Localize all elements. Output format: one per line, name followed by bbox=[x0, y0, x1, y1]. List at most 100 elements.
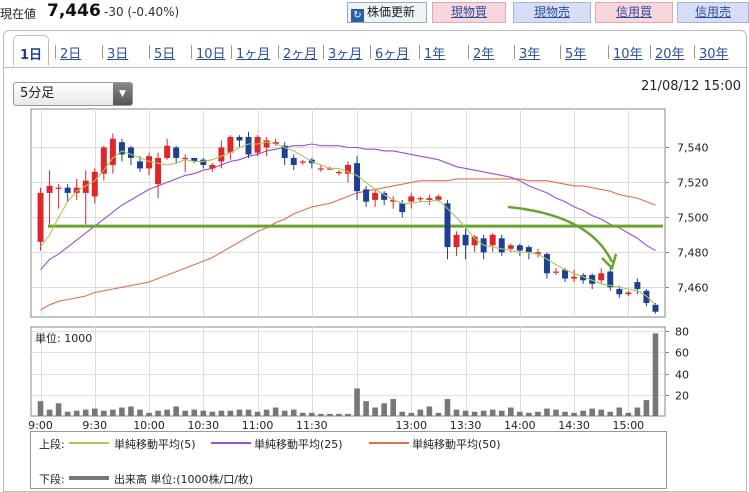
interval-select-value: 5分足 bbox=[20, 86, 55, 101]
tab-14[interactable]: 20年 bbox=[655, 47, 685, 62]
candle-body bbox=[462, 234, 469, 246]
tab-2[interactable]: 3日 bbox=[107, 47, 129, 62]
candle-body bbox=[634, 282, 641, 290]
candle-body bbox=[200, 159, 207, 165]
tab-4[interactable]: 10日 bbox=[196, 47, 226, 62]
volume-bar bbox=[498, 410, 505, 416]
x-tick-label: 15:00 bbox=[612, 419, 644, 432]
volume-bar bbox=[625, 412, 632, 416]
volume-bar bbox=[263, 409, 270, 416]
margin-sell-button[interactable]: 信用売 bbox=[677, 2, 749, 23]
candle-body bbox=[173, 147, 180, 158]
cash-buy-button[interactable]: 現物買 bbox=[432, 2, 506, 23]
current-price-value: 7,446 bbox=[47, 1, 101, 21]
interval-select[interactable]: 5分足 ▼ bbox=[13, 82, 133, 106]
current-price-label: 現在値 bbox=[0, 7, 37, 21]
tab-12[interactable]: 5年 bbox=[565, 47, 587, 62]
volume-tick-label: 80 bbox=[675, 326, 689, 339]
volume-bar bbox=[507, 407, 514, 416]
tab-11[interactable]: 3年 bbox=[519, 47, 541, 62]
tab-6[interactable]: 2ヶ月 bbox=[283, 47, 318, 62]
legend-ma5-swatch bbox=[69, 442, 109, 444]
volume-bar bbox=[209, 411, 216, 416]
volume-bar bbox=[471, 411, 478, 416]
trend-arrow-head bbox=[601, 253, 618, 271]
candle-body bbox=[598, 273, 605, 281]
x-tick-label: 10:30 bbox=[187, 419, 219, 432]
candle-body bbox=[137, 161, 143, 169]
volume-bar bbox=[634, 407, 641, 416]
volume-bar bbox=[46, 409, 53, 416]
candle-body bbox=[516, 245, 523, 251]
volume-bar bbox=[372, 407, 378, 416]
volume-bar bbox=[562, 411, 568, 416]
x-tick-label: 9:30 bbox=[82, 419, 107, 432]
candle-body bbox=[453, 234, 460, 248]
candle-body bbox=[64, 187, 71, 193]
period-tabs: 1日 2日 3日 5日 10日 1ヶ月 2ヶ月 3ヶ月 6ヶ月 1年 2年 3年 5年 10年 20年 30年 bbox=[4, 35, 746, 68]
tab-3[interactable]: 5日 bbox=[154, 47, 176, 62]
volume-plot-frame bbox=[30, 326, 666, 417]
tab-9[interactable]: 1年 bbox=[424, 47, 446, 62]
volume-bar bbox=[336, 413, 342, 416]
cash-sell-button[interactable]: 現物売 bbox=[513, 2, 591, 23]
candle-body bbox=[263, 140, 270, 148]
tab-15[interactable]: 30年 bbox=[699, 47, 729, 62]
tab-separator bbox=[231, 45, 232, 59]
candle-body bbox=[272, 142, 279, 144]
volume-bar bbox=[119, 407, 125, 416]
volume-bar bbox=[517, 411, 523, 416]
tab-8[interactable]: 6ヶ月 bbox=[375, 47, 410, 62]
candle-body bbox=[543, 254, 550, 274]
volume-bar bbox=[128, 406, 134, 416]
tab-5[interactable]: 1ヶ月 bbox=[236, 47, 271, 62]
candle-body bbox=[399, 203, 406, 213]
volume-bar bbox=[444, 399, 451, 416]
refresh-price-button[interactable]: ↻ 株価更新 bbox=[347, 2, 427, 23]
tab-13[interactable]: 10年 bbox=[613, 47, 643, 62]
trend-arrow bbox=[507, 205, 614, 263]
candle-body bbox=[227, 136, 234, 153]
volume-bar bbox=[435, 412, 442, 416]
tab-0[interactable]: 1日 bbox=[13, 35, 50, 66]
price-tick-label: 7,520 bbox=[677, 177, 709, 190]
volume-bar bbox=[526, 412, 532, 416]
x-tick-label: 10:00 bbox=[133, 419, 165, 432]
tab-separator bbox=[191, 45, 192, 59]
candle-body bbox=[381, 192, 388, 200]
margin-buy-button[interactable]: 信用買 bbox=[595, 2, 673, 23]
ma5-line bbox=[40, 141, 656, 306]
price-plot-frame bbox=[30, 108, 666, 318]
ma25-line bbox=[40, 143, 656, 271]
volume-bar bbox=[553, 409, 559, 416]
candle-body bbox=[589, 275, 596, 284]
candle-body bbox=[155, 157, 162, 185]
refresh-icon: ↻ bbox=[351, 9, 364, 22]
volume-bar bbox=[535, 411, 541, 416]
tab-7[interactable]: 3ヶ月 bbox=[328, 47, 363, 62]
volume-bar bbox=[489, 409, 496, 416]
tab-1[interactable]: 2日 bbox=[60, 47, 82, 62]
candle-body bbox=[345, 164, 351, 174]
volume-bar bbox=[146, 412, 152, 416]
candle-body bbox=[435, 196, 442, 200]
volume-tick-label: 20 bbox=[675, 390, 689, 403]
candle-body bbox=[652, 304, 659, 312]
legend-lower-label: 下段: bbox=[39, 473, 65, 486]
candle-body bbox=[607, 271, 614, 288]
candle-body bbox=[390, 199, 397, 202]
tab-separator bbox=[514, 45, 515, 59]
x-tick-label: 11:00 bbox=[242, 419, 274, 432]
volume-bar bbox=[191, 409, 198, 416]
tab-10[interactable]: 2年 bbox=[473, 47, 495, 62]
volume-bar bbox=[480, 410, 487, 416]
legend-ma25-swatch bbox=[211, 442, 251, 444]
volume-bar bbox=[55, 403, 62, 416]
x-tick-label: 13:30 bbox=[450, 419, 482, 432]
candle-body bbox=[498, 238, 505, 253]
volume-bar bbox=[318, 413, 324, 416]
volume-bar bbox=[37, 401, 44, 416]
candle-body bbox=[534, 252, 541, 255]
volume-bar bbox=[155, 410, 161, 416]
